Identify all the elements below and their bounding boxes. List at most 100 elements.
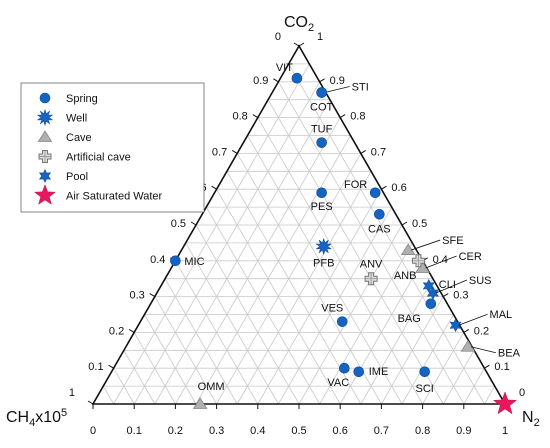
legend-marker-pool: [38, 168, 52, 184]
tick-mark-left: [128, 328, 135, 333]
grid-line-n2: [381, 296, 444, 405]
point-mal: [449, 318, 462, 333]
tick-labels: 0 0.1 0.1 0.1 0.2 0.2 0.2 0.3 0.3 0.3 0.4 0.4 0.4 0.5…: [69, 31, 525, 437]
vertex-label-ch4: CH4x105: [6, 407, 67, 429]
point-vit: [291, 72, 303, 84]
point-label-cot: COT: [310, 102, 334, 114]
vertex-label-n2: N2: [522, 409, 540, 429]
point-sci: [419, 366, 430, 378]
grid-line-ch4: [195, 224, 300, 405]
tick-mark-left: [190, 221, 197, 226]
point-label-sus: SUS: [469, 275, 492, 287]
legend-label-air-saturated-water: Air Saturated Water: [66, 191, 163, 203]
tick-mark-right: [381, 185, 387, 190]
legend-box: [20, 82, 205, 213]
point-label-bag: BAG: [398, 313, 421, 325]
grid-line-ch4: [154, 296, 217, 405]
grid-line-n2: [484, 385, 496, 405]
point-tuf: [316, 137, 327, 148]
tick-mark-right: [339, 114, 346, 119]
tick-label-right: 0.7: [371, 146, 386, 158]
point-ime: [353, 366, 365, 378]
point-sfe: [400, 243, 416, 255]
tick-mark-left: [293, 42, 300, 47]
tick-label-right: 0.6: [391, 182, 406, 194]
vertex-label-co2: CO2: [284, 14, 314, 34]
tick-label-bottom: 0.5: [291, 425, 306, 437]
tick-label-right: 0.1: [494, 361, 509, 373]
leader-line-sfe: [411, 239, 441, 251]
point-bag: [425, 298, 437, 310]
grid-line-ch4: [144, 314, 197, 405]
grid-line-n2: [360, 278, 434, 405]
tick-mark-left: [211, 185, 217, 190]
tick-label-bottom: 0.4: [250, 425, 265, 437]
legend-label-well: Well: [66, 113, 87, 125]
legend-label-spring: Spring: [66, 93, 98, 105]
point-vac: [339, 362, 350, 374]
tick-mark-right: [442, 293, 449, 298]
point-anb: [411, 254, 425, 268]
tick-label-left: 0.5: [171, 218, 186, 230]
point-label-vac: VAC: [327, 377, 349, 389]
point-air-saturated-water: [492, 391, 518, 415]
tick-label-bottom: 0.1: [127, 425, 142, 437]
grid-line-ch4: [102, 385, 114, 405]
legend-label-pool: Pool: [66, 171, 88, 183]
grid-line-n2: [236, 171, 372, 405]
point-label-for: FOR: [344, 179, 367, 191]
legend-marker-spring: [39, 92, 51, 104]
tick-label-left: 0.1: [88, 361, 103, 373]
point-label-anv: ANV: [360, 259, 383, 271]
point-sus: [426, 285, 440, 301]
grid-line-n2: [442, 350, 475, 405]
point-label-anb: ANB: [394, 270, 417, 282]
tick-label-left: 0.8: [233, 111, 248, 123]
grid-line-ch4: [113, 368, 135, 405]
point-ves: [336, 316, 348, 327]
tick-label-left: 0.7: [212, 146, 227, 158]
tick-mark-left: [273, 78, 279, 83]
point-label-ime: IME: [369, 366, 389, 378]
tick-mark-right: [463, 328, 470, 333]
grid-line-n2: [463, 368, 485, 405]
tick-label-bottom: 1: [502, 425, 508, 437]
point-for: [369, 187, 381, 199]
grid-line-ch4: [247, 135, 403, 405]
point-label-omm: OMM: [198, 381, 225, 393]
point-pfb: [315, 237, 333, 256]
tick-label-right: 0.2: [474, 325, 489, 337]
tick-mark-left: [108, 364, 114, 369]
tick-label-left: 0.2: [109, 325, 124, 337]
point-label-sti: STI: [352, 82, 369, 94]
point-pes: [316, 187, 327, 199]
tick-label-bottom: 0.8: [415, 425, 430, 437]
legend-marker-artificial-cave: [38, 150, 52, 163]
tick-mark-left: [149, 293, 156, 298]
grid-line-n2: [422, 332, 465, 405]
tick-mark-left: [87, 400, 94, 405]
grid-line-n2: [339, 260, 423, 405]
tick-label-left: 0.3: [130, 290, 145, 302]
legend-label-cave: Cave: [66, 132, 92, 144]
tick-label-left-corner: 1: [69, 387, 75, 399]
point-label-ves: VES: [321, 303, 343, 315]
legend-marker-well: [36, 108, 54, 127]
grid-line-ch4: [226, 171, 362, 405]
point-label-cli: CLI: [439, 279, 456, 291]
grid-line-ch4: [133, 332, 176, 405]
point-label-sci: SCI: [415, 383, 433, 395]
point-label-sfe: SFE: [442, 235, 463, 247]
point-bea: [460, 339, 476, 352]
grid-line-n2: [319, 242, 413, 405]
point-label-cer: CER: [459, 251, 482, 263]
grid-line-ch4: [185, 242, 279, 405]
grid-lines: [102, 63, 496, 405]
leader-line-sus: [435, 279, 468, 294]
tick-mark-right: [298, 42, 305, 47]
data-points: VIT STI COT TUF FOR PES CAS MIC BAG VES VAC IME SCI P…: [170, 62, 521, 415]
point-label-cas: CAS: [368, 223, 391, 235]
tick-label-bottom: 0.6: [333, 425, 348, 437]
point-label-bea: BEA: [498, 348, 521, 360]
grid-line-n2: [195, 135, 351, 405]
